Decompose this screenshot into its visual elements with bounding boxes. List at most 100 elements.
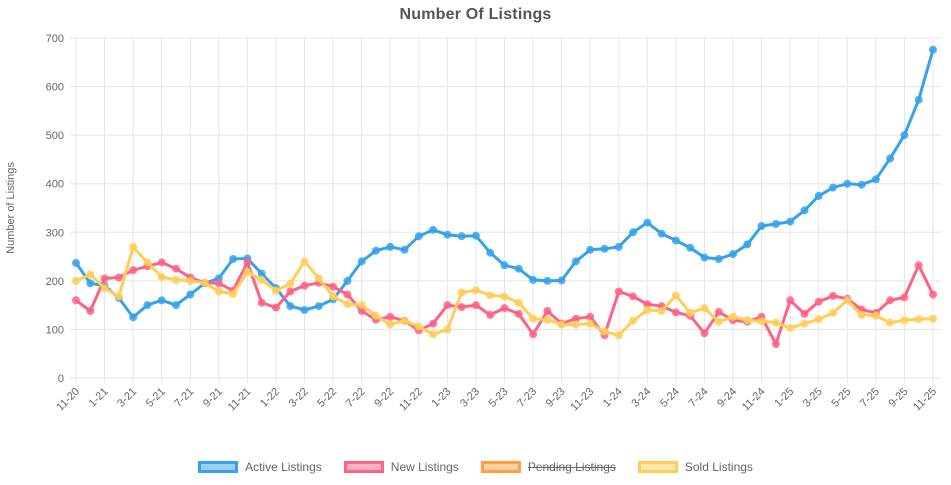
data-point-new-listings[interactable]: [457, 303, 466, 312]
legend-item-sold-listings[interactable]: Sold Listings: [637, 460, 753, 474]
data-point-active-listings[interactable]: [914, 95, 923, 104]
data-point-sold-listings[interactable]: [72, 276, 80, 285]
data-point-new-listings[interactable]: [286, 287, 295, 296]
data-point-sold-listings[interactable]: [929, 314, 937, 323]
data-point-new-listings[interactable]: [800, 309, 809, 318]
data-point-sold-listings[interactable]: [557, 320, 566, 329]
data-point-active-listings[interactable]: [471, 231, 480, 240]
data-point-sold-listings[interactable]: [714, 317, 723, 326]
data-point-new-listings[interactable]: [172, 264, 180, 273]
data-point-new-listings[interactable]: [100, 274, 109, 283]
data-point-new-listings[interactable]: [72, 296, 80, 305]
data-point-active-listings[interactable]: [357, 257, 366, 266]
data-point-new-listings[interactable]: [714, 307, 723, 316]
data-point-sold-listings[interactable]: [900, 316, 909, 325]
data-point-active-listings[interactable]: [643, 218, 652, 227]
data-point-sold-listings[interactable]: [114, 292, 123, 301]
data-point-active-listings[interactable]: [486, 248, 495, 257]
data-point-new-listings[interactable]: [243, 258, 252, 267]
data-point-sold-listings[interactable]: [172, 275, 180, 284]
data-point-sold-listings[interactable]: [86, 270, 95, 279]
data-point-new-listings[interactable]: [586, 312, 595, 321]
data-point-sold-listings[interactable]: [443, 325, 452, 334]
data-point-sold-listings[interactable]: [786, 324, 795, 332]
data-point-sold-listings[interactable]: [286, 279, 295, 288]
data-point-sold-listings[interactable]: [857, 310, 866, 319]
data-point-sold-listings[interactable]: [543, 315, 552, 324]
data-point-active-listings[interactable]: [729, 250, 737, 259]
data-point-new-listings[interactable]: [114, 273, 123, 282]
data-point-sold-listings[interactable]: [886, 318, 895, 327]
data-point-new-listings[interactable]: [329, 282, 338, 291]
data-point-sold-listings[interactable]: [500, 292, 509, 301]
data-point-active-listings[interactable]: [286, 302, 295, 311]
data-point-sold-listings[interactable]: [486, 291, 495, 300]
data-point-active-listings[interactable]: [857, 180, 866, 189]
data-point-new-listings[interactable]: [486, 310, 495, 319]
data-point-new-listings[interactable]: [929, 290, 937, 299]
data-point-active-listings[interactable]: [771, 220, 780, 228]
data-point-new-listings[interactable]: [629, 292, 637, 301]
data-point-active-listings[interactable]: [86, 279, 95, 288]
data-point-active-listings[interactable]: [614, 242, 623, 251]
data-point-active-listings[interactable]: [300, 306, 309, 314]
data-point-sold-listings[interactable]: [471, 286, 480, 295]
data-point-active-listings[interactable]: [757, 222, 766, 230]
data-point-sold-listings[interactable]: [814, 315, 823, 324]
data-point-active-listings[interactable]: [343, 276, 352, 285]
data-point-active-listings[interactable]: [686, 243, 695, 252]
data-point-active-listings[interactable]: [786, 217, 795, 226]
data-point-active-listings[interactable]: [414, 232, 423, 241]
data-point-active-listings[interactable]: [129, 313, 138, 322]
data-point-sold-listings[interactable]: [214, 287, 223, 296]
data-point-sold-listings[interactable]: [743, 316, 752, 325]
data-point-new-listings[interactable]: [643, 300, 652, 309]
data-point-new-listings[interactable]: [386, 312, 395, 321]
data-point-new-listings[interactable]: [214, 279, 223, 288]
data-point-sold-listings[interactable]: [871, 311, 880, 320]
data-point-active-listings[interactable]: [586, 245, 595, 254]
data-point-active-listings[interactable]: [800, 206, 809, 215]
data-point-sold-listings[interactable]: [100, 284, 109, 293]
data-point-sold-listings[interactable]: [729, 312, 737, 321]
data-point-active-listings[interactable]: [257, 269, 266, 278]
data-point-sold-listings[interactable]: [314, 274, 323, 283]
data-point-sold-listings[interactable]: [329, 292, 338, 301]
data-point-sold-listings[interactable]: [129, 242, 138, 251]
data-point-active-listings[interactable]: [400, 245, 409, 254]
data-point-sold-listings[interactable]: [529, 314, 538, 323]
data-point-sold-listings[interactable]: [157, 273, 166, 281]
data-point-sold-listings[interactable]: [229, 290, 238, 298]
data-point-sold-listings[interactable]: [343, 300, 352, 309]
data-point-new-listings[interactable]: [900, 293, 909, 302]
data-point-sold-listings[interactable]: [371, 311, 380, 320]
data-point-sold-listings[interactable]: [800, 319, 809, 328]
data-point-new-listings[interactable]: [471, 301, 480, 310]
data-point-active-listings[interactable]: [457, 232, 466, 241]
data-point-sold-listings[interactable]: [272, 286, 280, 295]
data-point-sold-listings[interactable]: [429, 330, 438, 339]
data-point-active-listings[interactable]: [429, 225, 438, 234]
legend-item-new-listings[interactable]: New Listings: [343, 460, 459, 474]
data-point-active-listings[interactable]: [829, 183, 837, 192]
data-point-new-listings[interactable]: [357, 307, 366, 315]
data-point-new-listings[interactable]: [529, 330, 538, 339]
data-point-new-listings[interactable]: [514, 309, 523, 318]
data-point-sold-listings[interactable]: [143, 258, 152, 267]
data-point-active-listings[interactable]: [629, 228, 637, 237]
data-point-sold-listings[interactable]: [186, 276, 195, 285]
data-point-sold-listings[interactable]: [357, 301, 366, 310]
data-point-active-listings[interactable]: [557, 276, 566, 285]
data-point-active-listings[interactable]: [172, 301, 180, 310]
data-point-new-listings[interactable]: [886, 296, 895, 305]
data-point-active-listings[interactable]: [514, 264, 523, 273]
data-point-new-listings[interactable]: [671, 308, 680, 317]
data-point-active-listings[interactable]: [700, 253, 709, 262]
data-point-active-listings[interactable]: [843, 179, 852, 188]
data-point-active-listings[interactable]: [886, 154, 895, 163]
legend-item-pending-listings[interactable]: Pending Listings: [480, 460, 616, 474]
data-point-new-listings[interactable]: [300, 281, 309, 290]
data-point-active-listings[interactable]: [157, 296, 166, 305]
data-point-active-listings[interactable]: [571, 257, 580, 266]
